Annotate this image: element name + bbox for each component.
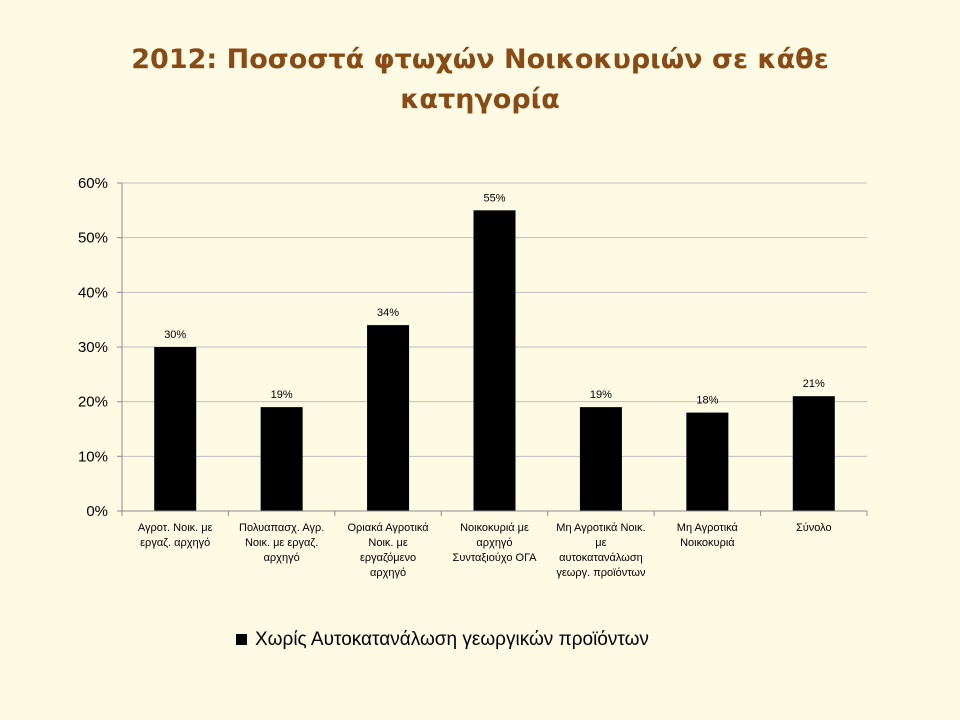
y-tick-label: 30% bbox=[78, 339, 108, 356]
data-label: 34% bbox=[377, 307, 399, 319]
axes bbox=[117, 182, 868, 516]
chart-title: 2012: Ποσοστά φτωχών Νοικοκυριών σε κάθε… bbox=[131, 44, 829, 115]
y-tick-label: 0% bbox=[86, 503, 108, 520]
bar bbox=[260, 407, 303, 511]
data-label: 19% bbox=[590, 389, 612, 401]
x-category-label: Αγροτ. Νοικ. με εργαζ. αρχηγό bbox=[138, 522, 213, 549]
y-tick-label: 20% bbox=[78, 394, 108, 411]
x-category-label: Νοικοκυριά με αρχηγό Συνταξιούχο ΟΓΑ bbox=[453, 522, 538, 564]
x-axis-categories: Αγροτ. Νοικ. με εργαζ. αρχηγό Πολυαπασχ. Α… bbox=[138, 522, 832, 579]
data-label: 30% bbox=[164, 329, 186, 341]
legend-label: Χωρίς Αυτοκατανάλωση γεωργικών προϊόντων bbox=[255, 629, 649, 650]
bar bbox=[154, 347, 197, 511]
bar bbox=[792, 396, 835, 511]
x-category-label: Σύνολο bbox=[796, 522, 832, 534]
y-tick-label: 40% bbox=[78, 284, 108, 301]
data-label: 21% bbox=[803, 378, 825, 390]
bar bbox=[686, 412, 729, 511]
y-axis-ticks: 0% 10% 20% 30% 40% 50% 60% bbox=[78, 175, 108, 520]
data-label: 19% bbox=[271, 389, 293, 401]
bar bbox=[473, 210, 516, 512]
legend: Χωρίς Αυτοκατανάλωση γεωργικών προϊόντων bbox=[236, 629, 649, 650]
y-tick-label: 10% bbox=[78, 448, 108, 465]
x-category-label: Μη Αγροτικά Νοικοκυριά bbox=[677, 522, 739, 549]
data-label: 55% bbox=[483, 192, 505, 204]
y-tick-label: 50% bbox=[78, 230, 108, 247]
x-category-label: Μη Αγροτικά Νοικ. με αυτοκατανάλωση γεωργ. … bbox=[556, 522, 646, 579]
x-category-label: Οριακά Αγροτικά Νοικ. με εργαζόμενο αρχηγό bbox=[347, 522, 429, 579]
bars bbox=[154, 210, 835, 512]
data-label: 18% bbox=[696, 395, 718, 407]
y-tick-label: 60% bbox=[78, 175, 108, 192]
bar bbox=[579, 407, 622, 511]
legend-swatch bbox=[236, 634, 247, 645]
x-category-label: Πολυαπασχ. Αγρ. Νοικ. με εργαζ. αρχηγό bbox=[239, 522, 324, 564]
bar bbox=[367, 325, 410, 511]
data-labels: 30% 19% 34% 55% 19% 18% 21% bbox=[164, 192, 825, 406]
